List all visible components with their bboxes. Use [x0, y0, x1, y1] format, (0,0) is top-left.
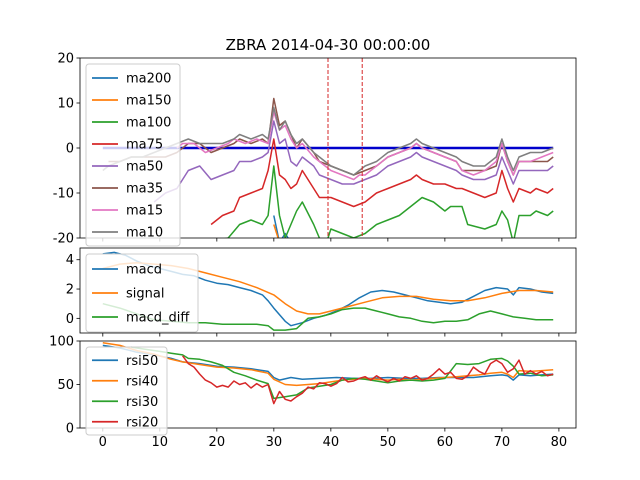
series-line-macd_diff [102, 302, 554, 331]
legend-label-ma75: ma75 [126, 138, 163, 153]
y-tick-label: 2 [66, 283, 74, 298]
x-tick-label: 0 [99, 435, 107, 450]
series-line-ma200 [273, 215, 289, 238]
moving-average-panel: -20-1001020ma200ma150ma100ma75ma50ma35ma… [53, 52, 577, 247]
y-tick-label: 100 [49, 335, 74, 350]
x-tick-label: 80 [551, 435, 568, 450]
legend-label-ma150: ma150 [126, 94, 171, 109]
legend-label-rsi30: rsi30 [126, 395, 158, 410]
x-tick-label: 40 [323, 435, 340, 450]
legend-label-rsi40: rsi40 [126, 374, 158, 389]
legend-label-ma200: ma200 [126, 72, 171, 87]
x-tick-label: 70 [494, 435, 511, 450]
y-tick-label: 0 [66, 142, 74, 157]
legend-label-macd: macd [126, 263, 162, 278]
series-line-ma15 [176, 111, 554, 181]
y-tick-label: 10 [57, 97, 74, 112]
x-tick-label: 30 [266, 435, 283, 450]
series-line-ma150 [273, 224, 279, 238]
plot-area [102, 341, 554, 405]
legend-label-rsi50: rsi50 [126, 354, 158, 369]
legend: macd signal macd_diff [85, 253, 199, 333]
chart-title: ZBRA 2014-04-30 00:00:00 [226, 36, 431, 54]
y-tick-label: 4 [66, 253, 74, 268]
legend-label-ma15: ma15 [126, 204, 163, 219]
series-line-rsi20 [181, 355, 554, 405]
x-tick-label: 10 [152, 435, 169, 450]
x-tick-label: 50 [380, 435, 397, 450]
axes-frame [79, 247, 577, 334]
macd-panel: 0 2 4 macd signal macd_diff [66, 247, 577, 337]
legend-label-rsi20: rsi20 [126, 415, 158, 430]
legend-label-ma50: ma50 [126, 160, 163, 175]
x-tick-label: 60 [437, 435, 454, 450]
y-tick-label: 50 [57, 378, 74, 393]
y-tick-label: -10 [53, 187, 74, 202]
y-tick-label: 0 [66, 312, 74, 327]
legend-label-ma35: ma35 [126, 182, 163, 197]
legend-box [85, 63, 181, 247]
legend-box [85, 346, 168, 436]
series-line-ma100 [224, 165, 554, 238]
series-line-ma10 [102, 106, 554, 176]
y-tick-label: -20 [53, 232, 74, 247]
legend-label-ma100: ma100 [126, 116, 171, 131]
legend: rsi50 rsi40 rsi30 rsi20 [85, 346, 168, 436]
series-line-ma75 [210, 138, 554, 226]
series-line-rsi30 [131, 346, 554, 400]
legend-label-signal: signal [126, 287, 164, 302]
legend: ma200 ma150 ma100 ma75 ma50 ma35 ma15 ma10 [85, 63, 181, 247]
y-tick-label: 20 [57, 52, 74, 67]
legend-label-macd_diff: macd_diff [126, 311, 190, 326]
x-tick-label: 20 [209, 435, 226, 450]
legend-label-ma10: ma10 [126, 226, 163, 241]
legend-box [85, 253, 199, 333]
series-line-ma50 [153, 120, 554, 203]
y-tick-label: 0 [66, 422, 74, 437]
